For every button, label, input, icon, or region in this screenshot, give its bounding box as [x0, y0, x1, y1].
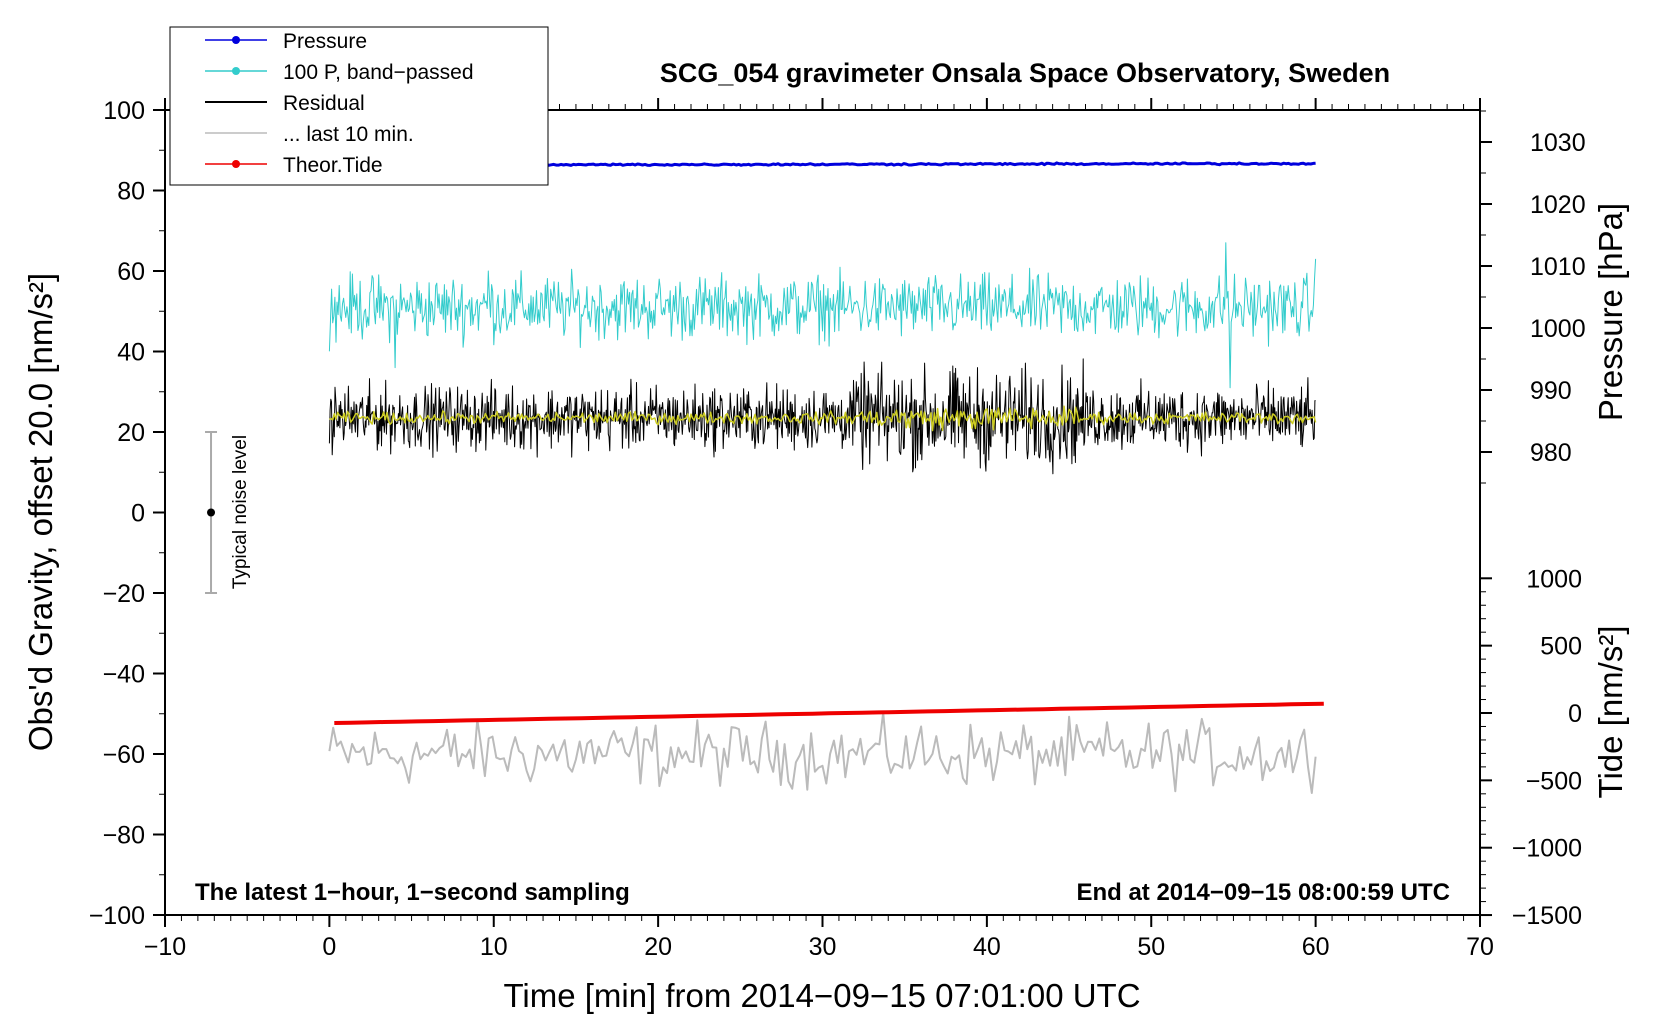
x-tick-label: 30: [809, 933, 837, 961]
legend-marker: [232, 36, 240, 44]
noise-bar: [205, 431, 218, 594]
legend-marker: [232, 67, 240, 75]
legend-label: Residual: [283, 92, 365, 115]
tide-tick-label: −1000: [1512, 835, 1582, 863]
y-tick-label: 60: [117, 258, 145, 286]
x-tick-label: 60: [1302, 933, 1330, 961]
y-tick-label: 80: [117, 178, 145, 206]
tide-tick-label: 500: [1540, 633, 1582, 661]
tide-axis-label: Tide [nm/s²]: [1592, 626, 1629, 799]
note-right: End at 2014−09−15 08:00:59 UTC: [1076, 879, 1450, 906]
pressure-tick-label: 1010: [1530, 253, 1586, 281]
tide-tick-label: −1500: [1512, 902, 1582, 930]
legend: Pressure 100 P, band−passed Residual ... la…: [169, 26, 549, 186]
x-tick-label: 10: [480, 933, 508, 961]
series-band-passed-pressure: [328, 242, 1317, 389]
series-last-10-min: [328, 711, 1317, 794]
series-theor-tide: [334, 701, 1324, 725]
noise-level-label: Typical noise level: [230, 435, 251, 589]
x-tick-label: 20: [644, 933, 672, 961]
legend-box: [169, 26, 549, 186]
y-tick-label: −20: [103, 580, 145, 608]
x-tick-label: 50: [1137, 933, 1165, 961]
y-tick-label: −40: [103, 661, 145, 689]
series-residual-smoothed: [329, 405, 1317, 432]
y-tick-label: −80: [103, 822, 145, 850]
x-tick-label: 0: [322, 933, 336, 961]
y-tick-label: −60: [103, 741, 145, 769]
legend-label: 100 P, band−passed: [283, 61, 474, 84]
legend-label: Pressure: [283, 30, 367, 53]
legend-label: ... last 10 min.: [283, 123, 414, 146]
pressure-tick-label: 1000: [1530, 315, 1586, 343]
y-tick-label: 20: [117, 419, 145, 447]
legend-marker: [232, 160, 240, 168]
y-tick-label: −100: [89, 902, 145, 930]
pressure-axis-label: Pressure [hPa]: [1592, 203, 1629, 421]
tide-tick-label: −500: [1526, 767, 1582, 795]
axis-ticks: −10 0 10 20 30 40 50 60 70−100−80−60−40−20020406…: [89, 97, 1586, 961]
tide-tick-label: 1000: [1526, 565, 1582, 593]
pressure-tick-label: 980: [1530, 439, 1572, 467]
pressure-tick-label: 990: [1530, 377, 1572, 405]
pressure-tick-label: 1020: [1530, 191, 1586, 219]
y-tick-label: 0: [131, 500, 145, 528]
y-axis-label: Obs'd Gravity, offset 20.0 [nm/s²]: [22, 273, 59, 751]
x-axis-label: Time [min] from 2014−09−15 07:01:00 UTC: [503, 977, 1140, 1014]
y-tick-label: 40: [117, 339, 145, 367]
plot-frame: [164, 109, 1481, 916]
x-tick-label: −10: [144, 933, 186, 961]
x-tick-label: 70: [1466, 933, 1494, 961]
data-series: [328, 161, 1324, 794]
tide-tick-label: 0: [1568, 700, 1582, 728]
note-left: The latest 1−hour, 1−second sampling: [195, 879, 630, 906]
pressure-tick-label: 1030: [1530, 129, 1586, 157]
chart-title: SCG_054 gravimeter Onsala Space Observat…: [660, 58, 1390, 88]
legend-label: Theor.Tide: [283, 154, 383, 177]
y-tick-label: 100: [103, 97, 145, 125]
noise-bar-center: [207, 508, 216, 517]
x-tick-label: 40: [973, 933, 1001, 961]
